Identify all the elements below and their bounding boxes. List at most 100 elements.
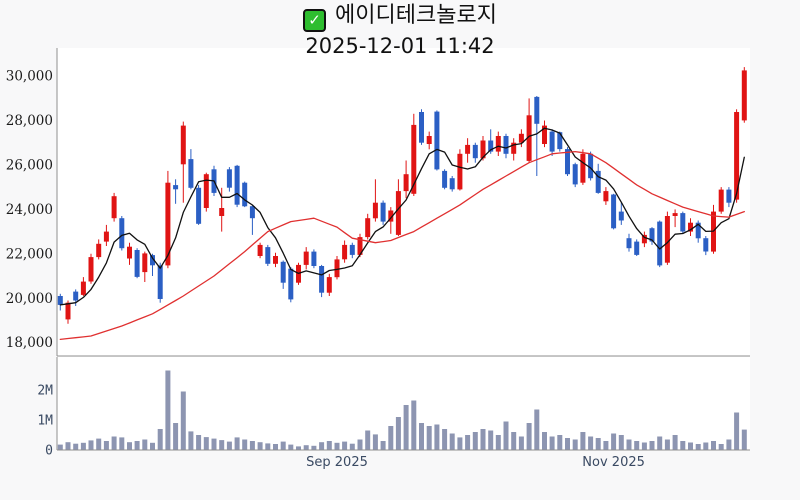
candle-body xyxy=(595,170,601,193)
volume-bar xyxy=(626,439,632,450)
candle-body xyxy=(503,136,509,154)
volume-bar xyxy=(303,445,309,450)
volume-bar xyxy=(680,441,686,450)
candle-body xyxy=(188,159,194,188)
candle-body xyxy=(580,153,586,183)
volume-bar xyxy=(211,438,217,450)
candle-body xyxy=(142,253,148,273)
date-tick-labels: Sep 2025 Nov 2025 xyxy=(306,455,645,470)
volume-bar xyxy=(349,443,355,450)
volume-bar xyxy=(557,435,563,450)
candle-body xyxy=(734,112,740,200)
volume-bar xyxy=(119,437,125,450)
candle-body xyxy=(442,170,448,188)
checkmark-glyph: ✓ xyxy=(308,11,321,29)
candle-body xyxy=(157,265,163,299)
candle-body xyxy=(127,246,132,259)
candle-body xyxy=(526,115,532,161)
candle-body xyxy=(242,182,248,207)
volume-bar xyxy=(703,442,709,450)
candle-body xyxy=(542,125,547,144)
candle-body xyxy=(395,191,401,235)
candle-body xyxy=(695,222,701,239)
candle-body xyxy=(657,221,663,266)
volume-bars xyxy=(57,370,747,450)
volume-bar xyxy=(103,441,109,450)
volume-bar xyxy=(388,426,394,450)
candle-body xyxy=(488,140,494,152)
volume-tick-labels: 2M 1M 0 xyxy=(37,384,53,459)
candle-body xyxy=(88,257,94,282)
volume-bar xyxy=(365,430,371,450)
candle-body xyxy=(611,194,617,229)
volume-bar xyxy=(726,439,732,450)
chart-header: ✓ 에이디테크놀로지 2025-12-01 11:42 xyxy=(0,2,800,59)
price-tick-label: 26,000 xyxy=(6,157,53,173)
candlesticks xyxy=(57,67,747,324)
candle-body xyxy=(326,277,332,293)
candle-body xyxy=(311,251,317,266)
volume-bar xyxy=(342,441,348,450)
volume-bar xyxy=(634,441,640,450)
volume-bar xyxy=(542,432,547,450)
checkbox-icon[interactable]: ✓ xyxy=(303,9,327,32)
volume-bar xyxy=(127,442,132,450)
volume-bar xyxy=(565,438,570,450)
volume-bar xyxy=(465,435,471,450)
volume-bar xyxy=(511,432,517,450)
volume-bar xyxy=(488,430,494,450)
volume-bar xyxy=(495,435,501,450)
price-tick-labels: 30,000 28,000 26,000 24,000 22,000 20,000 18,0… xyxy=(6,69,53,352)
volume-bar xyxy=(672,435,678,450)
candle-body xyxy=(288,268,294,300)
candle-body xyxy=(626,238,632,249)
candle-body xyxy=(411,124,417,194)
volume-bar xyxy=(357,439,363,450)
volume-bar xyxy=(334,442,340,450)
candle-body xyxy=(741,70,747,121)
candle-body xyxy=(495,136,501,152)
candle-body xyxy=(342,244,348,260)
volume-bar xyxy=(395,417,401,450)
volume-bar xyxy=(188,431,194,450)
candle-body xyxy=(196,187,202,224)
price-tick-label: 24,000 xyxy=(6,202,53,218)
volume-bar xyxy=(442,429,448,450)
volume-panel-bg xyxy=(57,357,750,450)
candle-body xyxy=(688,222,693,232)
volume-bar xyxy=(203,437,209,450)
candle-body xyxy=(280,261,286,283)
volume-bar xyxy=(326,441,332,450)
volume-bar xyxy=(265,443,271,450)
volume-bar xyxy=(96,438,102,450)
volume-bar xyxy=(611,433,617,450)
price-tick-label: 22,000 xyxy=(6,246,53,262)
candle-body xyxy=(103,231,109,242)
chart-timestamp: 2025-12-01 11:42 xyxy=(305,34,495,58)
volume-bar xyxy=(111,436,117,450)
volume-bar xyxy=(741,429,747,450)
volume-bar xyxy=(534,409,540,450)
candle-body xyxy=(234,165,240,205)
volume-bar xyxy=(457,437,463,450)
volume-bar xyxy=(580,432,586,450)
candle-body xyxy=(111,196,117,219)
volume-bar xyxy=(649,441,655,450)
volume-bar xyxy=(734,412,740,450)
candle-body xyxy=(65,302,71,320)
ma-long-line xyxy=(59,150,745,341)
volume-bar xyxy=(449,433,455,450)
volume-bar xyxy=(419,423,424,450)
candle-body xyxy=(672,213,678,216)
candle-body xyxy=(634,241,640,255)
volume-bar xyxy=(695,444,701,450)
candle-body xyxy=(588,153,594,179)
candle-body xyxy=(265,247,271,264)
candle-body xyxy=(372,202,378,219)
candle-body xyxy=(403,174,409,192)
volume-bar xyxy=(65,442,71,450)
candle-body xyxy=(465,144,471,154)
volume-bar xyxy=(249,441,255,450)
volume-bar xyxy=(226,441,232,450)
volume-bar xyxy=(595,438,601,450)
